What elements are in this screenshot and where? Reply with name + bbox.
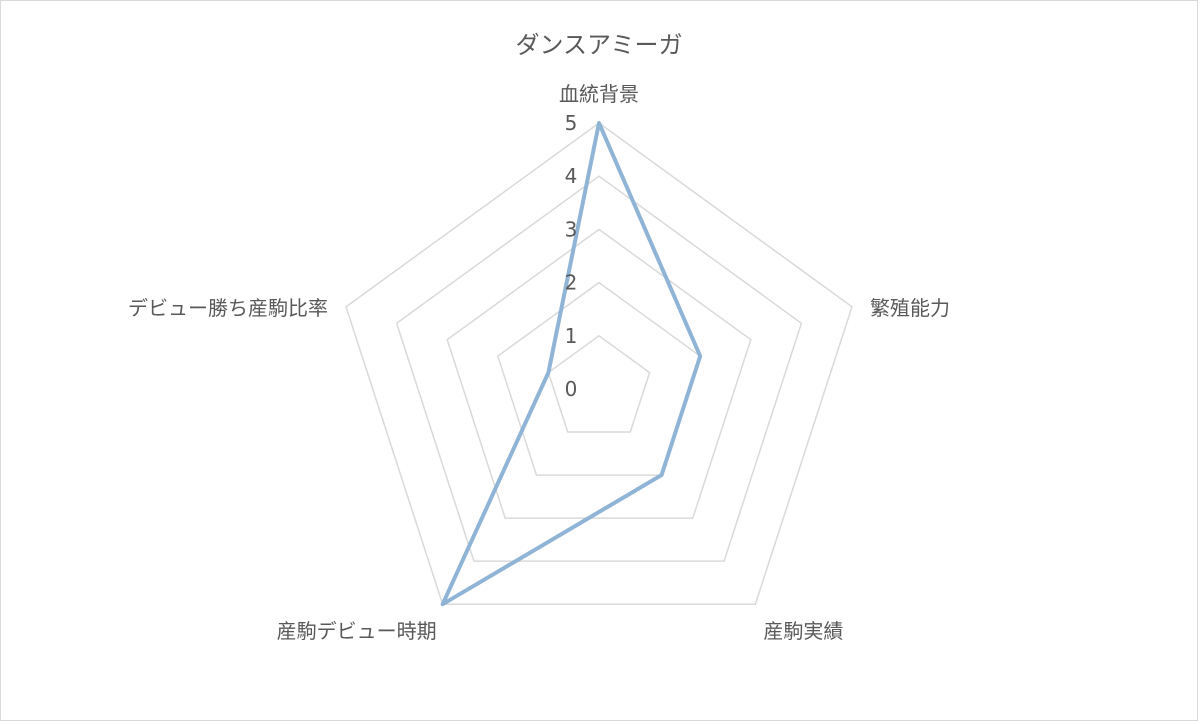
grid-layer (345, 122, 853, 605)
grid-ring-4 (395, 175, 803, 562)
tick-labels: 0 1 2 3 4 5 (565, 111, 578, 401)
tick-label-3: 3 (565, 217, 578, 241)
grid-ring-3 (446, 228, 752, 519)
grid-ring-5 (345, 122, 853, 605)
grid-ring-1 (547, 334, 651, 433)
tick-label-0: 0 (565, 377, 578, 401)
axis-label-3: 産駒実績 (763, 619, 843, 643)
tick-label-2: 2 (565, 271, 578, 295)
grid-ring-2 (496, 281, 702, 476)
axis-label-4: 産駒デビュー時期 (277, 619, 437, 643)
series-layer (440, 121, 703, 607)
series-line-0 (440, 121, 703, 607)
tick-label-4: 4 (565, 164, 578, 188)
chart-title: ダンスアミーガ (515, 31, 682, 59)
tick-label-5: 5 (565, 111, 578, 135)
axis-label-5: デビュー勝ち産駒比率 (128, 296, 328, 320)
axis-label-2: 繁殖能力 (870, 296, 950, 320)
tick-label-1: 1 (565, 324, 578, 348)
axis-label-1: 血統背景 (559, 82, 639, 106)
